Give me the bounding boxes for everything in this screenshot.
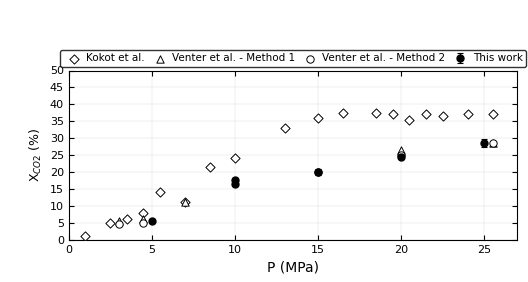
Kokot et al.: [81, 234, 89, 239]
Venter et al. - Method 1: [139, 217, 148, 222]
Kokot et al.: [389, 112, 397, 117]
Venter et al. - Method 2: [397, 153, 406, 157]
Venter et al. - Method 1: [181, 200, 189, 205]
Kokot et al.: [122, 217, 131, 222]
Kokot et al.: [206, 165, 214, 169]
Kokot et al.: [488, 112, 497, 117]
X-axis label: P (MPa): P (MPa): [267, 260, 319, 274]
Venter et al. - Method 1: [114, 219, 122, 223]
Kokot et al.: [438, 114, 447, 118]
Kokot et al.: [314, 116, 322, 120]
Venter et al. - Method 1: [488, 141, 497, 146]
Kokot et al.: [405, 117, 413, 122]
Venter et al. - Method 1: [397, 148, 406, 152]
Kokot et al.: [156, 190, 164, 195]
Venter et al. - Method 2: [314, 170, 322, 174]
Kokot et al.: [464, 112, 472, 117]
Venter et al. - Method 2: [139, 221, 148, 225]
Kokot et al.: [139, 210, 148, 215]
Venter et al. - Method 2: [114, 222, 122, 227]
Kokot et al.: [338, 111, 347, 115]
Kokot et al.: [181, 200, 189, 205]
Kokot et al.: [280, 126, 289, 130]
Y-axis label: X$_{{CO2}}$ (%): X$_{{CO2}}$ (%): [28, 128, 44, 182]
Kokot et al.: [106, 221, 115, 225]
Legend: Kokot et al., Venter et al. - Method 1, Venter et al. - Method 2, This work: Kokot et al., Venter et al. - Method 1, …: [60, 50, 526, 67]
Kokot et al.: [372, 111, 380, 115]
Kokot et al.: [231, 156, 239, 161]
Kokot et al.: [422, 112, 430, 117]
Venter et al. - Method 2: [488, 141, 497, 146]
